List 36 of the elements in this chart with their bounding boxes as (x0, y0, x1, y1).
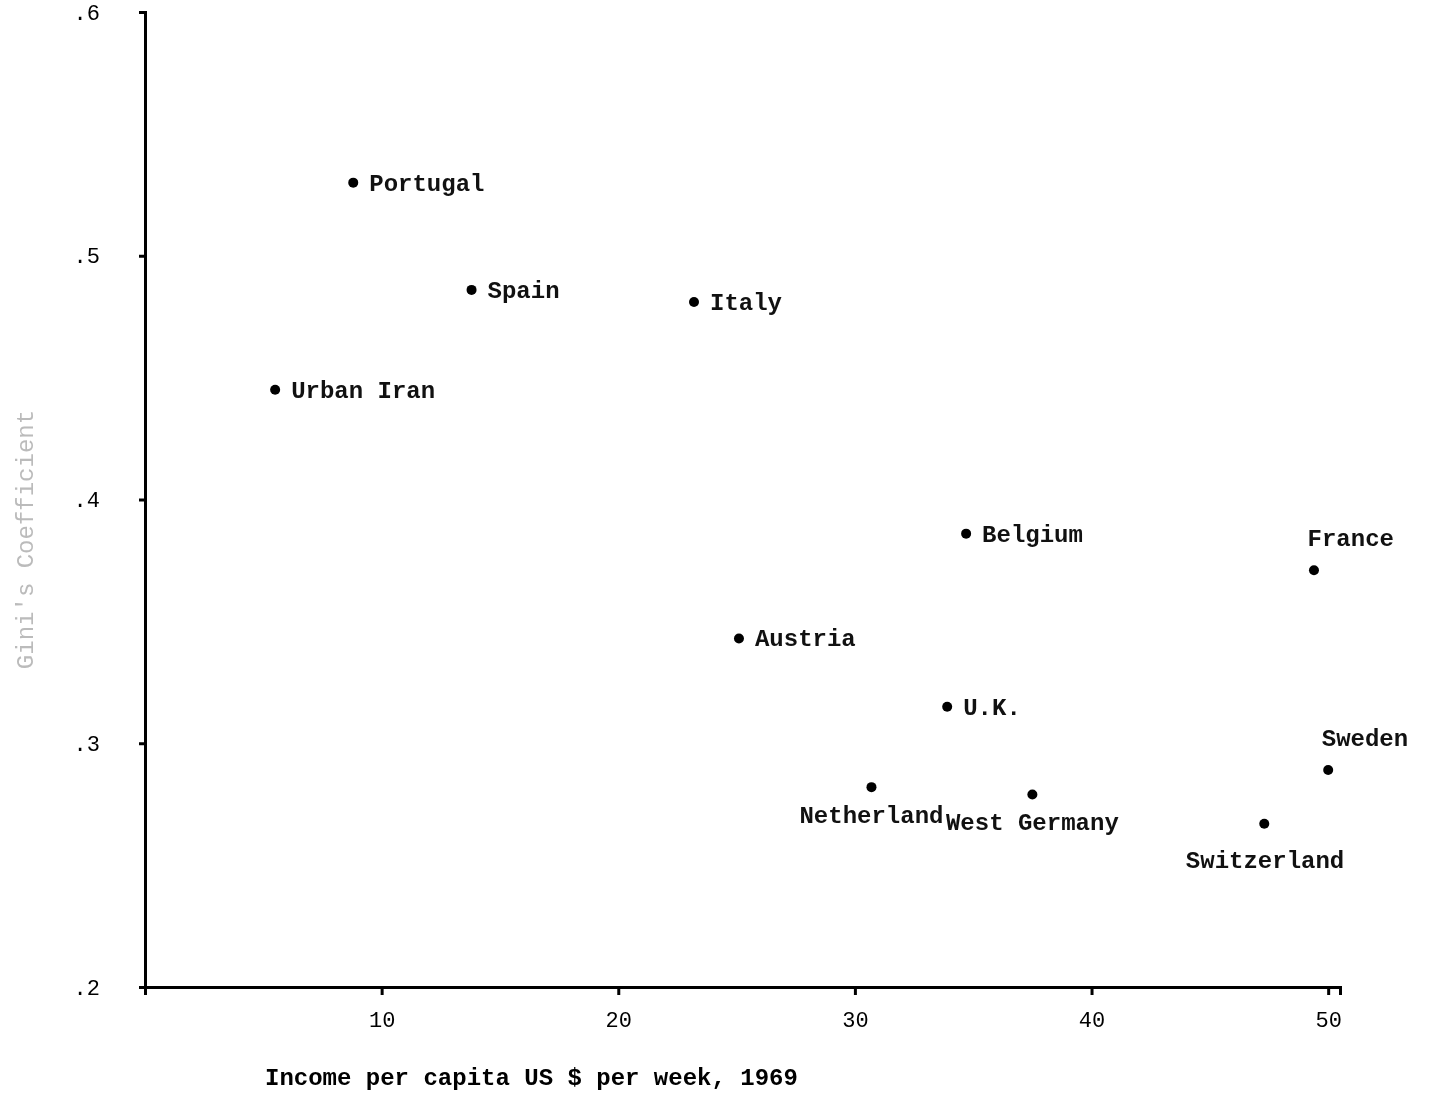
point (270, 384, 281, 395)
annotation: West Germany (945, 810, 1119, 838)
annotation: Portugal (369, 170, 485, 198)
annotation: Netherland (799, 803, 944, 831)
y-tick-label: .5 (73, 245, 100, 271)
annotation: Austria (754, 626, 856, 654)
y-tick-label: .4 (73, 489, 100, 515)
annotation: Sweden (1321, 726, 1409, 754)
x-tick-label: 50 (1315, 1008, 1342, 1034)
point (961, 528, 972, 539)
y-tick-label: .6 (73, 1, 100, 27)
y-axis-title: Gini's Coefficient (13, 409, 40, 670)
point (466, 284, 477, 295)
y-tick-label: .3 (73, 732, 100, 758)
point (1027, 789, 1038, 800)
x-axis-title: Income per capita US $ per week, 1969 (265, 1065, 798, 1092)
x-tick-label: 20 (605, 1008, 632, 1034)
x-tick-label: 40 (1078, 1008, 1106, 1034)
annotation: France (1307, 526, 1394, 554)
annotation: U.K. (963, 694, 1021, 722)
annotation: Belgium (982, 521, 1083, 549)
annotation: Spain (487, 277, 560, 305)
annotation: Switzerland (1185, 847, 1345, 875)
y-tick-label: .2 (73, 976, 100, 1002)
point (1308, 565, 1319, 576)
point (688, 297, 699, 308)
point (348, 177, 359, 188)
x-tick-label: 10 (368, 1008, 396, 1034)
point (866, 782, 877, 793)
x-tick-label: 30 (842, 1008, 869, 1034)
point (733, 633, 744, 644)
annotation: Urban Iran (291, 377, 436, 405)
point (1259, 818, 1270, 829)
point (1323, 765, 1334, 776)
annotation: Italy (709, 290, 783, 318)
point (942, 701, 953, 712)
